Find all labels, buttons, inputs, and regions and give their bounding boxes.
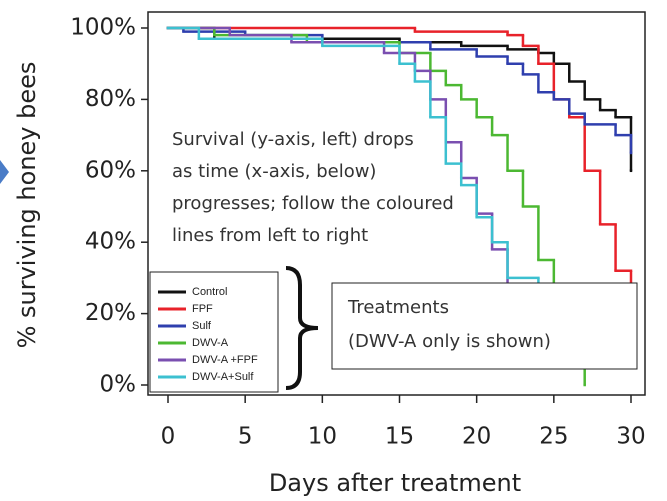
y-tick-label: 0% bbox=[100, 372, 137, 398]
x-tick-label: 25 bbox=[539, 424, 568, 450]
y-tick-label: 80% bbox=[85, 86, 136, 112]
legend-label: Sulf bbox=[192, 320, 212, 332]
note-text: Treatments bbox=[347, 297, 449, 318]
x-axis-label: Days after treatment bbox=[269, 469, 521, 497]
x-tick-label: 0 bbox=[161, 424, 176, 450]
x-tick-label: 10 bbox=[308, 424, 337, 450]
annotation: progresses; follow the coloured bbox=[172, 193, 454, 214]
legend-label: DWV-A+Sulf bbox=[192, 371, 254, 383]
annotation: as time (x-axis, below) bbox=[172, 161, 376, 182]
y-axis-label: % surviving honey bees bbox=[13, 62, 41, 349]
y-tick-label: 100% bbox=[70, 15, 136, 41]
y-tick-label: 60% bbox=[85, 157, 136, 183]
legend-label: DWV-A +FPF bbox=[192, 354, 258, 366]
y-tick-label: 20% bbox=[85, 300, 136, 326]
annotation: Survival (y-axis, left) drops bbox=[172, 129, 414, 150]
x-tick-label: 20 bbox=[462, 424, 491, 450]
plot-frame bbox=[147, 11, 646, 396]
note-box bbox=[331, 282, 638, 370]
legend-label: DWV-A bbox=[192, 337, 229, 349]
x-tick-label: 30 bbox=[616, 424, 645, 450]
x-tick-label: 15 bbox=[385, 424, 414, 450]
annotation: lines from left to right bbox=[172, 225, 368, 246]
arrow-marker bbox=[0, 160, 9, 184]
legend-label: FPF bbox=[192, 303, 213, 315]
legend-label: Control bbox=[192, 286, 227, 298]
y-tick-label: 40% bbox=[85, 229, 136, 255]
brace bbox=[285, 266, 319, 390]
note-text: (DWV-A only is shown) bbox=[348, 331, 551, 352]
x-tick-label: 5 bbox=[238, 424, 253, 450]
